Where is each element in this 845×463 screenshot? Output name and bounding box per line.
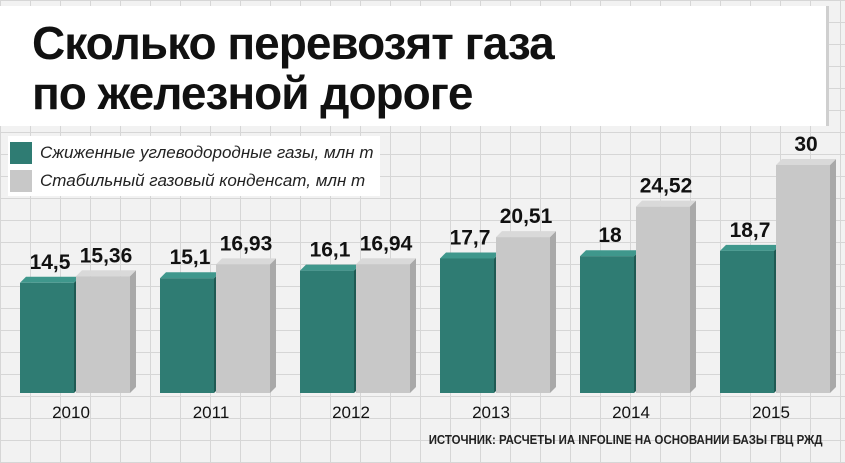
chart-title-line-2: по железной дороге	[32, 67, 473, 119]
bar-top-lpg-2011	[160, 272, 220, 279]
value-label-condensate-2011: 16,93	[220, 232, 273, 255]
bar-top-condensate-2014	[636, 200, 696, 207]
value-label-lpg-2014: 18	[598, 224, 622, 247]
bar-side-condensate-2011	[270, 258, 276, 393]
value-label-condensate-2013: 20,51	[500, 205, 553, 228]
value-label-lpg-2012: 16,1	[310, 239, 351, 262]
legend-swatch-condensate	[10, 170, 32, 192]
legend: Сжиженные углеводородные газы, млн т Ста…	[8, 136, 380, 196]
bar-top-lpg-2013	[440, 252, 500, 259]
bar-condensate-2015	[776, 165, 830, 393]
legend-item-condensate: Стабильный газовый конденсат, млн т	[8, 168, 380, 192]
x-tick-2013: 2013	[472, 403, 510, 422]
bar-top-condensate-2015	[776, 159, 836, 165]
bar-lpg-2014	[580, 256, 634, 393]
legend-label-lpg: Сжиженные углеводородные газы, млн т	[40, 143, 374, 162]
bar-lpg-2015	[720, 250, 774, 393]
bar-condensate-2013	[496, 237, 550, 393]
bar-side-condensate-2013	[550, 231, 556, 393]
bar-condensate-2010	[76, 276, 130, 393]
title-box: Сколько перевозят газа по железной дорог…	[0, 6, 829, 126]
bar-condensate-2012	[356, 264, 410, 393]
value-label-condensate-2010: 15,36	[80, 244, 133, 267]
source-note: ИСТОЧНИК: РАСЧЕТЫ ИА INFOLINE НА ОСНОВАН…	[429, 432, 823, 447]
x-tick-2010: 2010	[52, 403, 90, 422]
value-label-lpg-2013: 17,7	[450, 226, 491, 249]
bar-top-lpg-2010	[20, 276, 80, 283]
bar-top-lpg-2012	[300, 264, 360, 271]
x-tick-2011: 2011	[193, 403, 230, 422]
legend-swatch-lpg	[10, 142, 32, 164]
value-label-condensate-2014: 24,52	[640, 175, 693, 198]
bar-condensate-2014	[636, 206, 690, 393]
value-label-condensate-2012: 16,94	[360, 232, 413, 255]
bar-top-condensate-2012	[356, 258, 416, 265]
legend-label-condensate: Стабильный газовый конденсат, млн т	[40, 171, 366, 190]
chart-title-line-1: Сколько перевозят газа	[32, 17, 555, 69]
bar-lpg-2011	[160, 278, 214, 393]
x-tick-2015: 2015	[752, 403, 790, 422]
legend-item-lpg: Сжиженные углеводородные газы, млн т	[8, 140, 380, 164]
bar-lpg-2012	[300, 270, 354, 393]
bar-top-lpg-2015	[720, 244, 780, 251]
x-tick-2012: 2012	[332, 403, 370, 422]
bar-top-condensate-2010	[76, 270, 136, 277]
bar-side-condensate-2014	[690, 200, 696, 393]
value-label-lpg-2010: 14,5	[30, 251, 71, 274]
bar-side-condensate-2015	[830, 159, 836, 393]
bar-side-condensate-2010	[130, 270, 136, 393]
x-tick-2014: 2014	[612, 403, 650, 422]
value-label-lpg-2011: 15,1	[170, 246, 211, 269]
bar-top-condensate-2013	[496, 231, 556, 238]
bar-lpg-2013	[440, 258, 494, 393]
value-label-lpg-2015: 18,7	[730, 219, 771, 242]
value-label-condensate-2015: 30	[794, 133, 817, 156]
bar-lpg-2010	[20, 282, 74, 393]
bar-top-lpg-2014	[580, 250, 640, 257]
bar-side-condensate-2012	[410, 258, 416, 393]
bar-top-condensate-2011	[216, 258, 276, 265]
bar-condensate-2011	[216, 264, 270, 393]
